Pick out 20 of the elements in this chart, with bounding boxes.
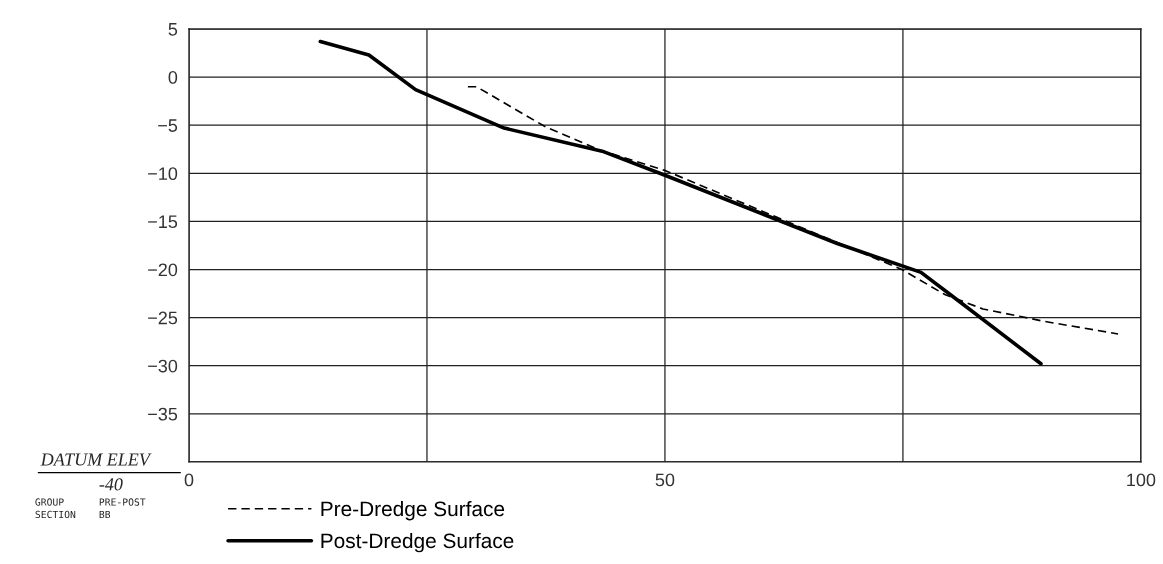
text: -40: [99, 478, 123, 491]
y-tick-label: −35: [148, 407, 178, 421]
y-tick-label: −30: [148, 359, 178, 373]
text: BB: [99, 510, 111, 518]
y-tick-label: −10: [148, 167, 178, 181]
y-tick-label: −5: [158, 119, 178, 132]
x-tick-label: 0: [184, 473, 194, 487]
y-tick-label: 5: [168, 23, 178, 36]
legend-label: Post-Dredge Surface: [321, 532, 514, 553]
text: PRE-POST: [99, 498, 146, 506]
y-tick-label: −15: [148, 215, 178, 229]
x-tick-label: 50: [655, 473, 675, 487]
x-tick-label: 100: [1127, 473, 1156, 487]
legend-label: Pre-Dredge Surface: [321, 500, 505, 521]
text: SECTION: [35, 510, 76, 519]
text: DATUM ELEV: [40, 453, 152, 466]
y-tick-label: 0: [168, 71, 178, 84]
text: GROUP: [35, 498, 64, 506]
y-tick-label: −25: [148, 311, 178, 325]
y-tick-label: −20: [148, 263, 178, 277]
